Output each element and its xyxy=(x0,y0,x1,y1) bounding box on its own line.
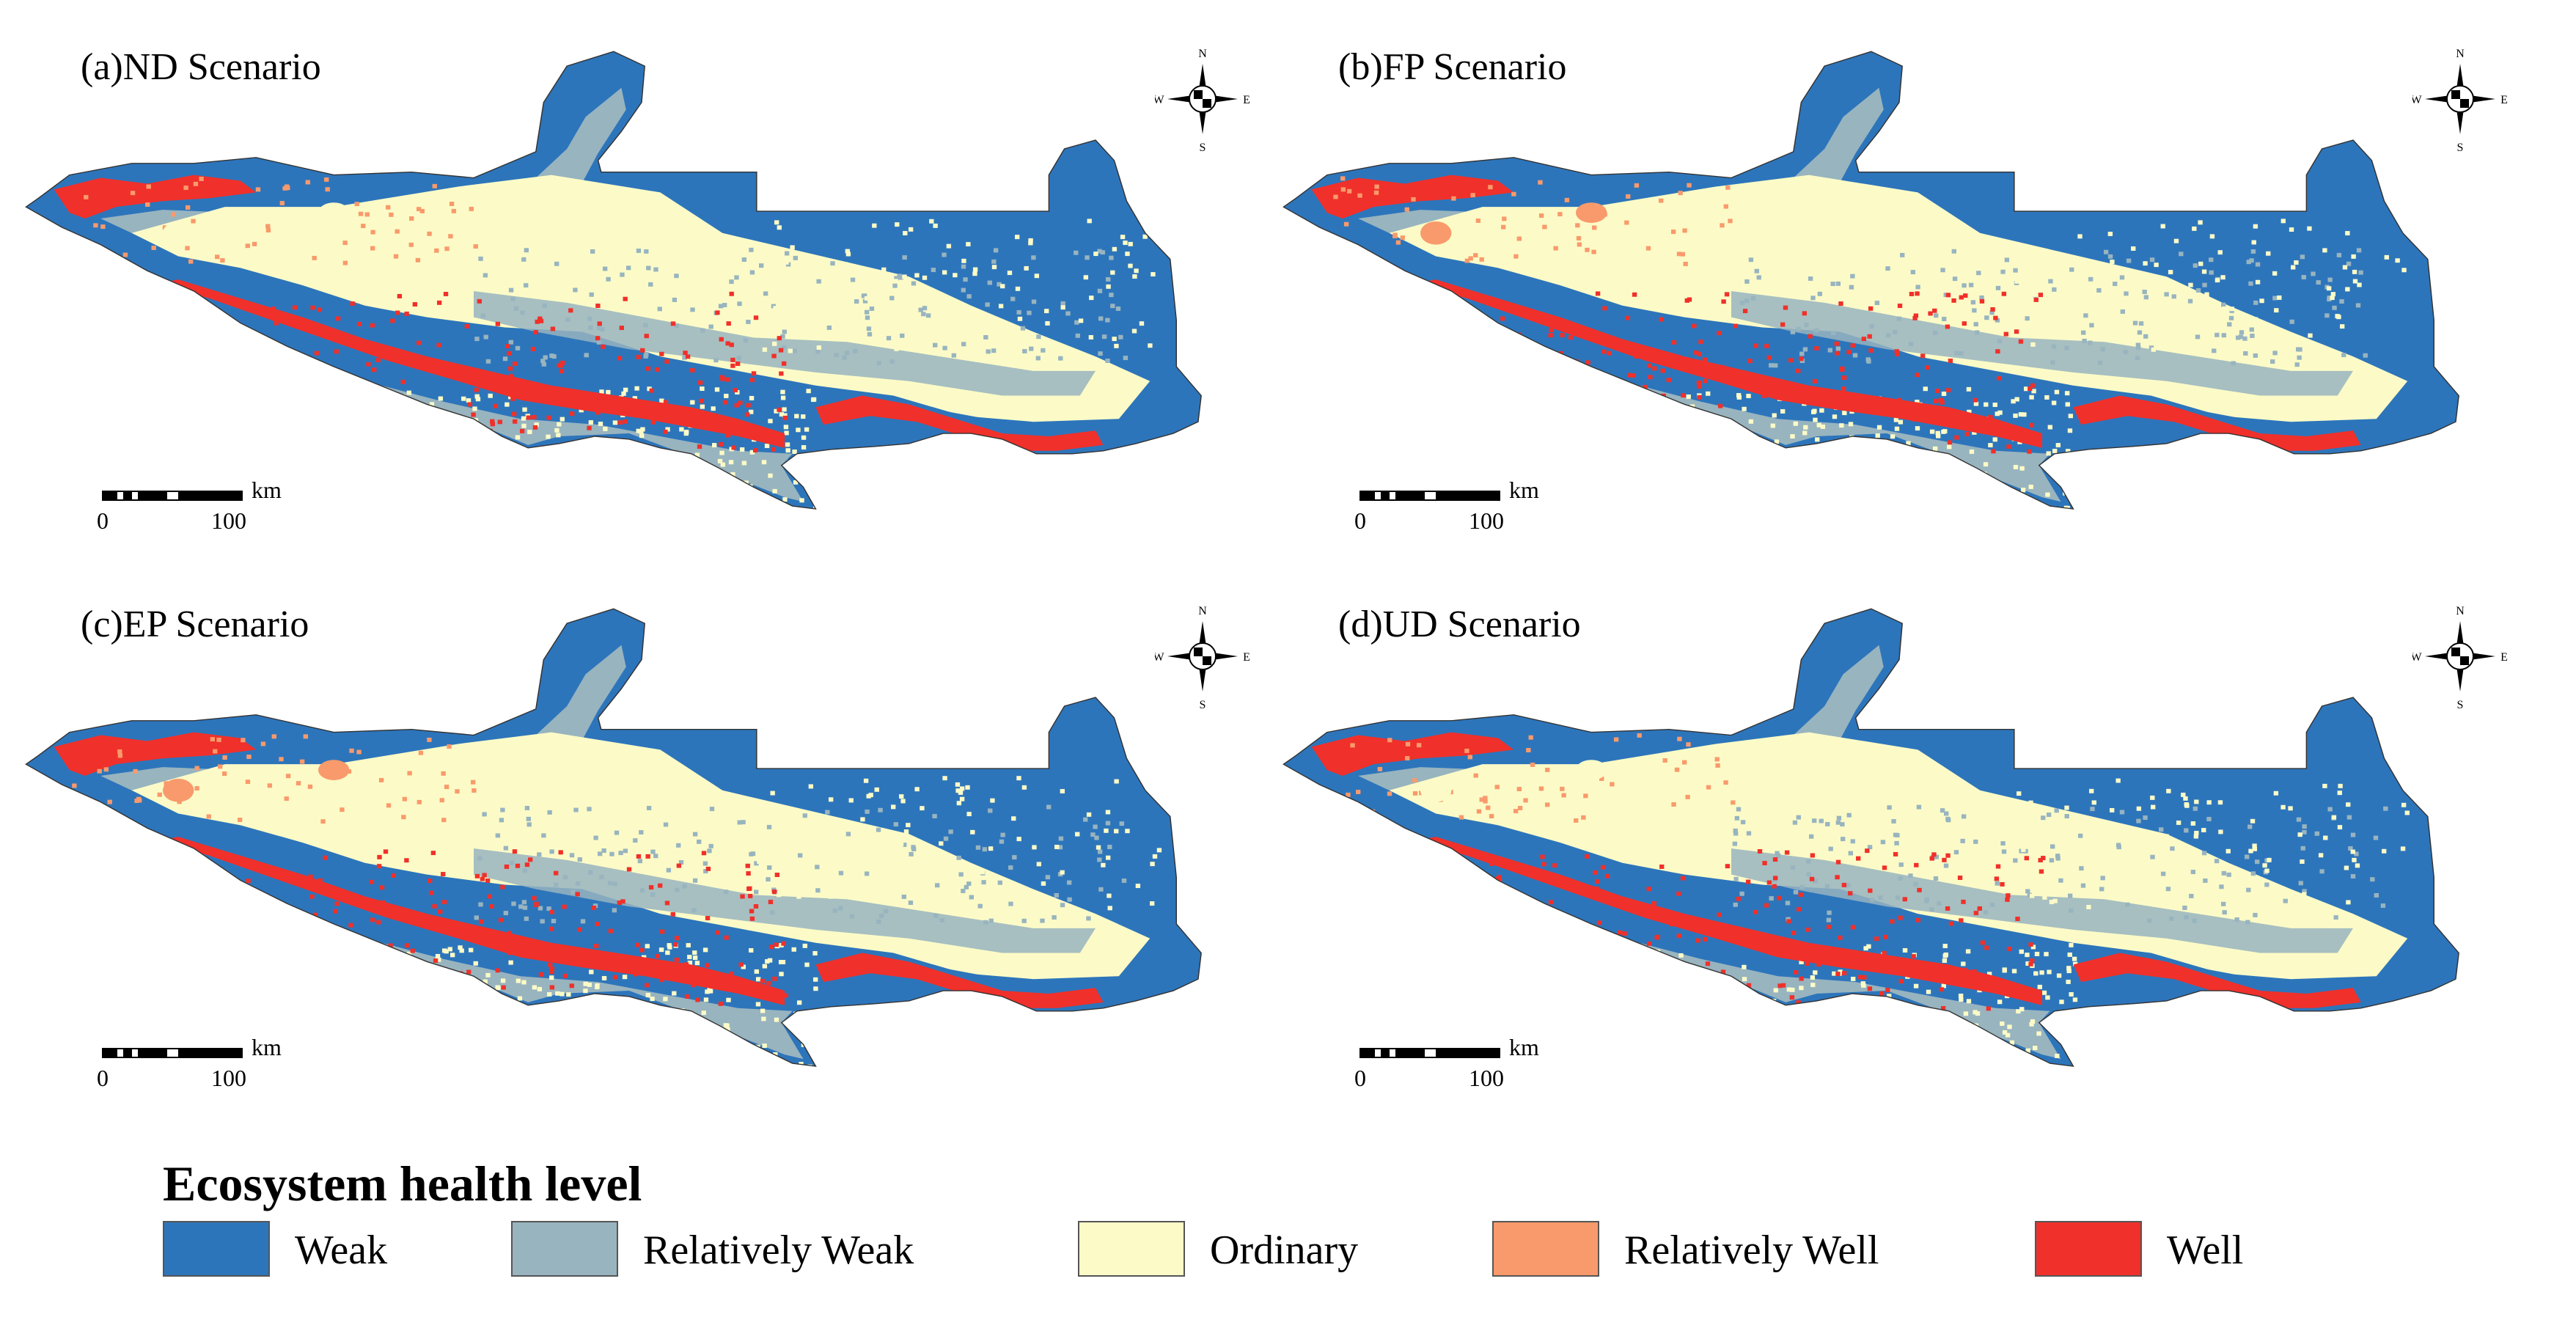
panel-title-fp: (b)FP Scenario xyxy=(1338,46,1567,88)
map-panel-fp: (b)FP Scenario N S E W km 0 100 xyxy=(1272,29,2533,587)
scale-bar: km 0 100 xyxy=(97,1034,292,1109)
scale-start: 0 xyxy=(97,507,109,534)
compass-label-east: E xyxy=(1243,94,1250,106)
scale-bar-graphic xyxy=(102,491,243,501)
compass-label-north: N xyxy=(1198,48,1207,60)
scale-bar-graphic xyxy=(1359,491,1500,501)
legend-label-weak: Weak xyxy=(295,1228,388,1273)
compass-label-west: W xyxy=(2412,94,2422,106)
map-panel-nd: (a)ND Scenario N S E W km 0 100 xyxy=(15,29,1276,587)
north-arrow-icon: N S E W xyxy=(1153,601,1250,711)
north-arrow-icon: N S E W xyxy=(2410,44,2508,154)
orchard-patch xyxy=(1576,202,1607,223)
north-arrow-icon: N S E W xyxy=(2410,601,2508,711)
compass-label-west: W xyxy=(1155,94,1164,106)
legend-swatch-weak xyxy=(163,1221,270,1277)
compass-rose-icon: N S E W xyxy=(2410,48,2508,154)
legend-label-ordinary: Ordinary xyxy=(1210,1228,1359,1273)
compass-label-west: W xyxy=(2412,651,2422,664)
compass-rose-icon: N S E W xyxy=(2410,605,2508,711)
legend-label-well: Well xyxy=(2167,1228,2244,1273)
map-nd xyxy=(25,51,1202,510)
scale-end: 100 xyxy=(1469,1065,1504,1091)
orchard-patch xyxy=(318,202,350,223)
scale-unit: km xyxy=(1509,1034,1539,1060)
compass-label-east: E xyxy=(2500,94,2508,106)
west-patch xyxy=(162,778,194,802)
panel-title-ud: (d)UD Scenario xyxy=(1338,604,1581,645)
compass-label-east: E xyxy=(2500,651,2508,664)
scale-start: 0 xyxy=(1354,1065,1366,1091)
legend-label-relatively-weak: Relatively Weak xyxy=(643,1228,914,1273)
scale-start: 0 xyxy=(97,1065,109,1091)
compass-label-south: S xyxy=(1200,142,1206,154)
panel-title-ep: (c)EP Scenario xyxy=(81,604,309,645)
compass-label-south: S xyxy=(1200,699,1206,711)
map-fp xyxy=(1283,51,2459,510)
map-ep xyxy=(25,608,1202,1067)
compass-rose-icon: N S E W xyxy=(1153,605,1250,711)
scale-unit: km xyxy=(252,1034,282,1060)
compass-label-west: W xyxy=(1155,651,1164,664)
west-patch xyxy=(1420,778,1452,802)
scale-unit: km xyxy=(252,477,282,503)
legend-swatch-ordinary xyxy=(1078,1221,1185,1277)
compass-label-south: S xyxy=(2457,699,2464,711)
compass-rose-icon: N S E W xyxy=(1153,48,1250,154)
orchard-patch xyxy=(1576,760,1607,780)
map-panel-ud: (d)UD Scenario N S E W km 0 100 xyxy=(1272,587,2533,1144)
compass-label-north: N xyxy=(1198,605,1207,617)
compass-label-north: N xyxy=(2456,48,2465,60)
scale-start: 0 xyxy=(1354,507,1366,534)
panel-title-nd: (a)ND Scenario xyxy=(81,46,321,88)
orchard-patch xyxy=(318,760,350,780)
compass-label-east: E xyxy=(1243,651,1250,664)
compass-label-north: N xyxy=(2456,605,2465,617)
legend-swatch-well xyxy=(2035,1221,2142,1277)
west-patch xyxy=(162,221,194,245)
compass-label-south: S xyxy=(2457,142,2464,154)
legend-swatch-relatively-well xyxy=(1492,1221,1599,1277)
scale-bar: km 0 100 xyxy=(1354,1034,1549,1109)
north-arrow-icon: N S E W xyxy=(1153,44,1250,154)
scale-bar: km 0 100 xyxy=(97,477,292,551)
scale-end: 100 xyxy=(211,507,246,534)
scale-bar-graphic xyxy=(102,1048,243,1058)
west-patch xyxy=(1420,221,1452,245)
scale-bar-graphic xyxy=(1359,1048,1500,1058)
legend-label-relatively-well: Relatively Well xyxy=(1624,1228,1879,1273)
scale-end: 100 xyxy=(211,1065,246,1091)
scale-unit: km xyxy=(1509,477,1539,503)
legend-title: Ecosystem health level xyxy=(163,1156,642,1211)
map-panel-ep: (c)EP Scenario N S E W km 0 100 xyxy=(15,587,1276,1144)
scale-bar: km 0 100 xyxy=(1354,477,1549,551)
scale-end: 100 xyxy=(1469,507,1504,534)
map-ud xyxy=(1283,608,2459,1067)
legend-swatch-relatively-weak xyxy=(511,1221,618,1277)
